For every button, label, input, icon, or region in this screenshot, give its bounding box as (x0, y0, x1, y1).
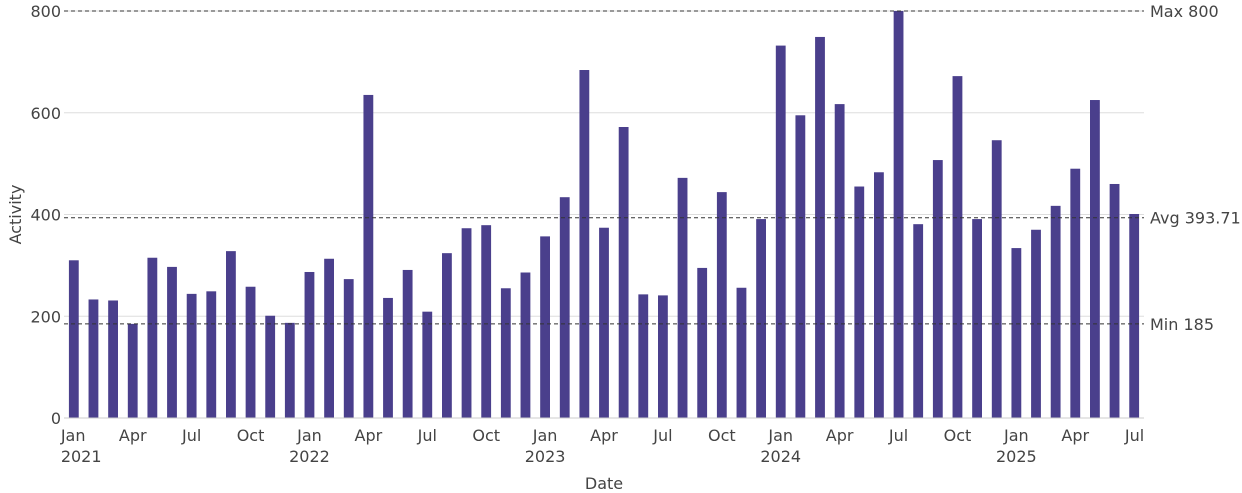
bar (952, 76, 963, 419)
bar (1011, 248, 1022, 418)
bar (88, 299, 99, 418)
x-tick-label: Apr (355, 426, 383, 445)
x-axis-title: Date (585, 474, 623, 493)
x-tick-label: Apr (119, 426, 147, 445)
x-tick-label: Jul (1124, 426, 1144, 445)
bar (638, 294, 649, 418)
x-tick-year-label: 2025 (996, 447, 1037, 466)
bar (127, 323, 138, 418)
bar (1129, 213, 1140, 418)
x-tick-label: Apr (826, 426, 854, 445)
y-tick-label: 600 (30, 104, 61, 123)
bar (559, 197, 570, 418)
bar (520, 272, 531, 418)
x-tick-label: Apr (590, 426, 618, 445)
bar (343, 279, 354, 418)
y-tick-label: 200 (30, 307, 61, 326)
y-tick-label: 400 (30, 206, 61, 225)
bar (265, 315, 276, 418)
bar (775, 45, 786, 419)
x-tick-label: Jan (1003, 426, 1029, 445)
x-tick-label: Jan (60, 426, 86, 445)
bar (68, 260, 79, 418)
bar (147, 257, 158, 418)
bar (1070, 168, 1081, 418)
bar (108, 300, 118, 418)
bar (834, 104, 845, 418)
bar (932, 160, 943, 418)
bar (245, 286, 256, 418)
bar (991, 140, 1002, 418)
bar (1031, 229, 1041, 418)
bar (599, 227, 609, 418)
bar (304, 271, 315, 418)
x-tick-label: Jan (767, 426, 793, 445)
bar (500, 288, 511, 418)
bar (363, 94, 374, 418)
bar (167, 266, 177, 418)
x-tick-label: Oct (237, 426, 265, 445)
bar (481, 225, 492, 418)
reference-label-avg: Avg 393.71 (1150, 209, 1241, 228)
bar (1090, 100, 1100, 418)
bar (422, 311, 433, 418)
reference-lines-layer: Max 800 Avg 393.71 Min 185 (64, 2, 1241, 334)
bar (815, 36, 825, 418)
bar (579, 70, 590, 418)
x-tick-label: Oct (708, 426, 736, 445)
x-tick-year-label: 2023 (525, 447, 566, 466)
bar (677, 177, 688, 418)
bar (874, 172, 884, 418)
x-tick-label: Jul (181, 426, 201, 445)
x-tick-label: Jan (296, 426, 322, 445)
bar (186, 293, 197, 418)
bar (913, 224, 924, 418)
bar (1050, 205, 1061, 418)
y-tick-label: 800 (30, 2, 61, 21)
bar (756, 219, 766, 418)
x-tick-label: Jul (888, 426, 908, 445)
x-tick-label: Oct (944, 426, 972, 445)
bar (442, 253, 452, 418)
bars-layer (68, 11, 1140, 419)
bar (854, 186, 865, 418)
bar (795, 115, 806, 418)
x-tick-year-label: 2024 (760, 447, 801, 466)
bar (540, 236, 550, 418)
bar (284, 322, 295, 418)
bar (716, 192, 727, 418)
x-tick-label: Jul (417, 426, 437, 445)
reference-label-min: Min 185 (1150, 315, 1214, 334)
bar (206, 291, 217, 418)
y-axis-title: Activity (6, 185, 25, 245)
bar (618, 127, 629, 418)
reference-label-max: Max 800 (1150, 2, 1219, 21)
x-tick-label: Jul (652, 426, 672, 445)
bar (1109, 183, 1120, 418)
bar (658, 295, 668, 418)
bar (697, 267, 708, 418)
y-tick-label: 0 (51, 409, 61, 428)
bar (383, 297, 393, 418)
x-tick-label: Jan (532, 426, 558, 445)
bar (402, 269, 413, 418)
bar (736, 287, 747, 418)
bar (324, 258, 334, 418)
bar (893, 11, 904, 418)
bar (461, 228, 472, 418)
x-tick-year-label: 2021 (61, 447, 102, 466)
x-tick-label: Apr (1061, 426, 1089, 445)
axis-layer: 0 200 400 600 800 Jan 2021 Apr Jul Oct Jan 2022 Apr J… (30, 2, 1144, 466)
bar (226, 251, 236, 418)
x-tick-year-label: 2022 (289, 447, 330, 466)
x-tick-label: Oct (472, 426, 500, 445)
bar (972, 219, 982, 418)
